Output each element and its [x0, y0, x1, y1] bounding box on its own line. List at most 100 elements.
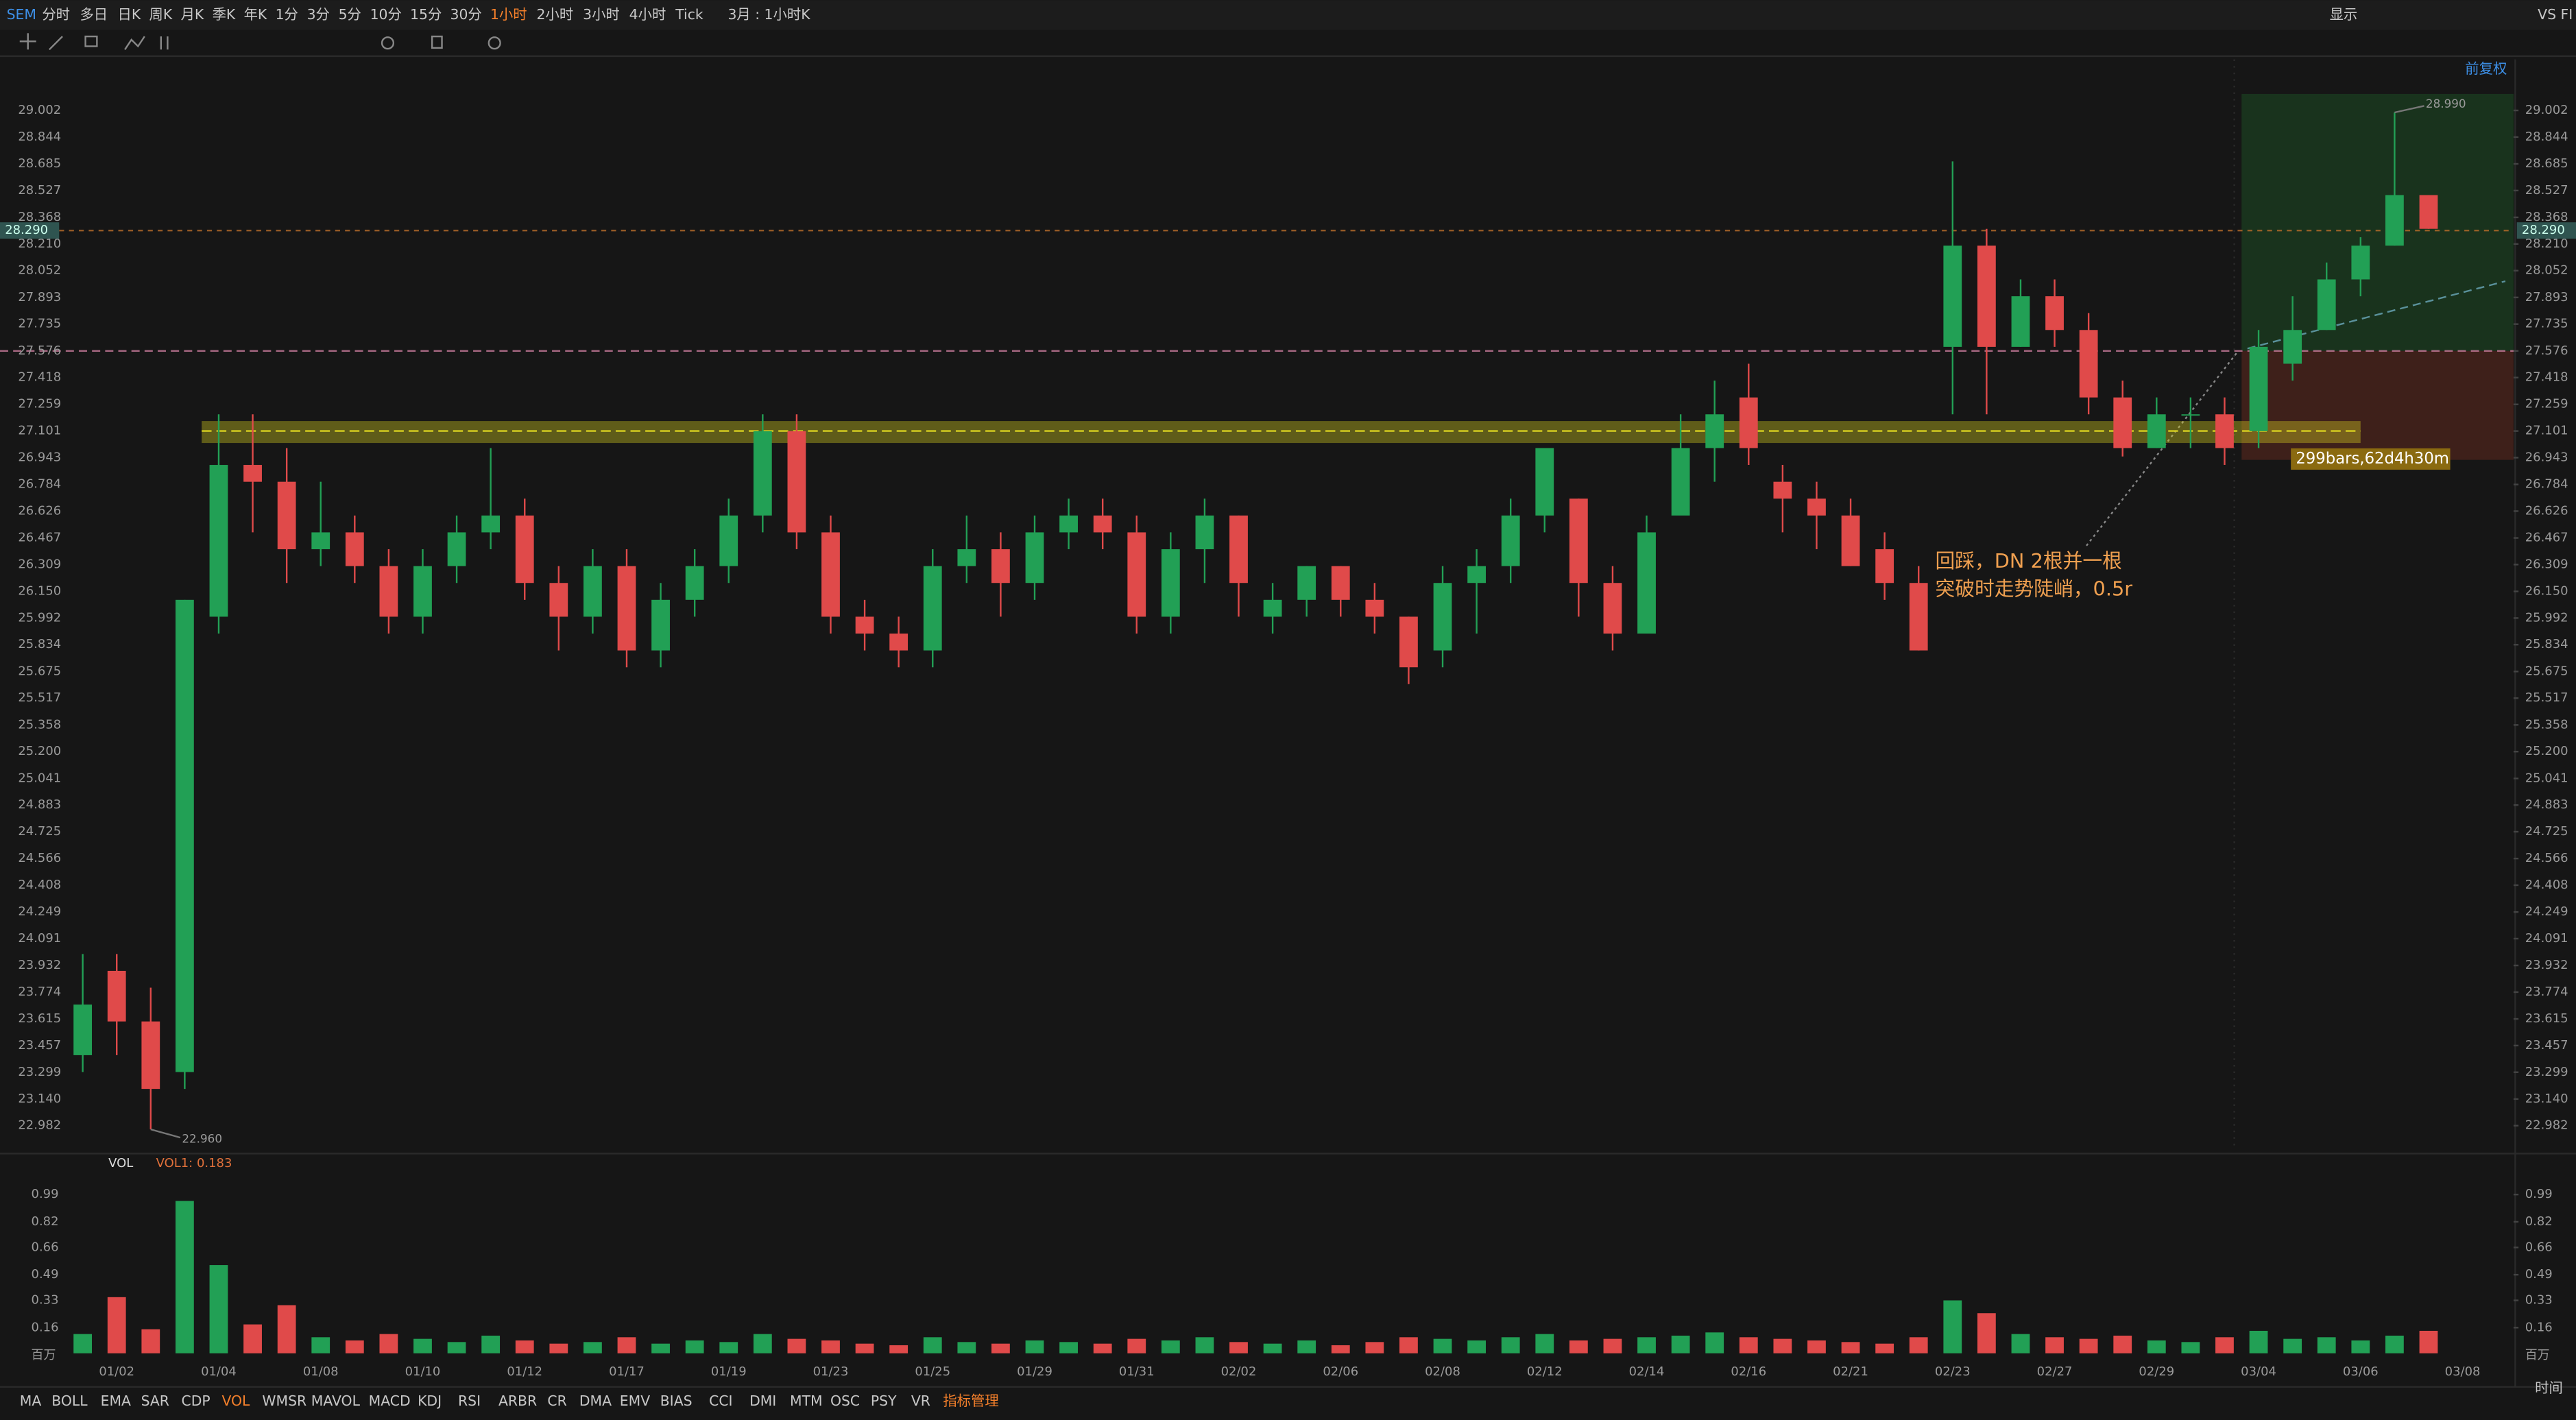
candle-body	[277, 481, 296, 550]
indicator-tab[interactable]: BOLL	[51, 1393, 88, 1409]
period-tab[interactable]: 3小时	[583, 6, 620, 23]
volume-bar	[549, 1343, 568, 1353]
volume-legend[interactable]: VOL	[108, 1156, 133, 1170]
indicator-tab[interactable]: ARBR	[498, 1393, 537, 1409]
indicator-tab[interactable]: MTM	[790, 1393, 823, 1409]
indicator-tab[interactable]: EMA	[101, 1393, 131, 1409]
y-tick-label: 26.150	[18, 584, 61, 599]
y-tick-label: 25.200	[18, 744, 61, 758]
y-tick-label: 28.368	[18, 210, 61, 224]
indicator-tab[interactable]: SAR	[141, 1393, 169, 1409]
candle-body	[107, 970, 126, 1022]
candle-body	[1603, 583, 1622, 634]
period-tab[interactable]: 3分	[307, 6, 330, 23]
candle-body	[753, 431, 772, 516]
volume-bar	[1263, 1343, 1282, 1353]
period-tab[interactable]: Tick	[675, 6, 703, 23]
candle-body	[447, 532, 466, 566]
min-marker-label: 22.960	[182, 1132, 222, 1146]
volume-bar	[2351, 1340, 2370, 1353]
candle-body	[651, 599, 670, 651]
indicator-tab[interactable]: MAVOL	[311, 1393, 361, 1409]
indicator-tab[interactable]: VOL	[221, 1393, 250, 1409]
volume-bar	[1943, 1300, 1962, 1353]
indicator-tab[interactable]: RSI	[458, 1393, 481, 1409]
y-tick-label-right: 26.309	[2525, 557, 2568, 571]
period-tab[interactable]: 多日	[80, 6, 108, 23]
volume-bar	[753, 1334, 772, 1353]
indicator-tab[interactable]: CDP	[182, 1393, 210, 1409]
indicator-tab[interactable]: MA	[20, 1393, 42, 1409]
x-tick-label: 03/06	[2343, 1364, 2379, 1379]
period-tab[interactable]: 15分	[410, 6, 442, 23]
volume-bar	[617, 1337, 636, 1353]
y-tick-label-right: 27.418	[2525, 370, 2568, 385]
indicator-tab[interactable]: VR	[911, 1393, 930, 1409]
settings-tool[interactable]	[487, 36, 501, 50]
volume-bar	[991, 1343, 1010, 1353]
period-tab[interactable]: 4小时	[629, 6, 666, 23]
indicator-tab[interactable]: CR	[547, 1393, 566, 1409]
profit-zone	[2241, 93, 2514, 351]
period-tab[interactable]: 季K	[213, 6, 236, 23]
candle-body	[1977, 245, 1996, 347]
volume-bar	[2249, 1330, 2268, 1353]
wave-tool[interactable]	[124, 36, 145, 50]
volume-bar	[345, 1340, 364, 1353]
candle-body	[1331, 566, 1350, 600]
period-tab[interactable]: 日K	[118, 6, 141, 23]
rect-tool[interactable]	[84, 35, 98, 47]
indicator-tab[interactable]: PSY	[871, 1393, 897, 1409]
indicator-tab[interactable]: WMSR	[262, 1393, 306, 1409]
indicator-tab[interactable]: EMV	[620, 1393, 650, 1409]
indicator-tab[interactable]: 指标管理	[943, 1393, 998, 1409]
period-tab[interactable]: 1分	[276, 6, 298, 23]
volume-bar	[1637, 1337, 1656, 1353]
y-tick-label-right: 28.368	[2525, 210, 2568, 224]
indicator-tab[interactable]: KDJ	[418, 1393, 442, 1409]
period-tab[interactable]: 1小时	[490, 6, 527, 23]
indicator-tab[interactable]: BIAS	[660, 1393, 693, 1409]
y-tick-label-right: 26.943	[2525, 450, 2568, 464]
period-tab[interactable]: 周K	[149, 6, 173, 23]
y-tick-label-right: 28.527	[2525, 183, 2568, 197]
line-tool[interactable]	[49, 36, 63, 51]
candle-body	[1875, 549, 1894, 583]
indicator-tab[interactable]: CCI	[709, 1393, 732, 1409]
candle-body	[413, 566, 432, 617]
candle-body	[2011, 296, 2030, 347]
cross-tool[interactable]	[19, 33, 36, 50]
vol-tick-label: 0.99	[32, 1187, 59, 1201]
indicator-tab[interactable]: MACD	[369, 1393, 411, 1409]
volume-bar	[1093, 1343, 1112, 1353]
range-menu[interactable]: 3月 : 1小时K	[727, 6, 810, 23]
candle-body	[1671, 448, 1690, 516]
symbol[interactable]: SEM	[7, 6, 36, 23]
adjust-menu[interactable]: 前复权	[2465, 60, 2507, 77]
period-tab[interactable]: 月K	[181, 6, 204, 23]
volume-bar	[1569, 1340, 1588, 1353]
period-tab[interactable]: 5分	[339, 6, 361, 23]
candle-body	[1705, 414, 1724, 448]
candle-body	[1195, 515, 1214, 550]
x-tick-label: 01/23	[813, 1364, 849, 1379]
y-tick-label-right: 25.041	[2525, 771, 2568, 785]
fib-tool[interactable]	[160, 36, 169, 50]
period-tab[interactable]: 分时	[42, 6, 70, 23]
compare-button[interactable]: VS FI	[2538, 6, 2573, 23]
y-tick-label-right: 25.834	[2525, 637, 2568, 651]
period-tab[interactable]: 年K	[244, 6, 267, 23]
delete-tool[interactable]	[431, 35, 443, 49]
indicator-tab[interactable]: OSC	[830, 1393, 860, 1409]
drawing-tools[interactable]	[19, 33, 501, 51]
indicator-tab[interactable]: DMI	[749, 1393, 776, 1409]
circle-tool[interactable]	[381, 36, 395, 50]
period-tab[interactable]: 30分	[450, 6, 482, 23]
period-tab[interactable]: 2小时	[537, 6, 574, 23]
display-menu[interactable]: 显示	[2330, 6, 2358, 23]
indicator-tab[interactable]: DMA	[579, 1393, 612, 1409]
volume-bar	[73, 1334, 93, 1353]
y-tick-label-right: 23.932	[2525, 958, 2568, 972]
period-tab[interactable]: 10分	[370, 6, 402, 23]
y-tick-label-right: 25.675	[2525, 664, 2568, 678]
